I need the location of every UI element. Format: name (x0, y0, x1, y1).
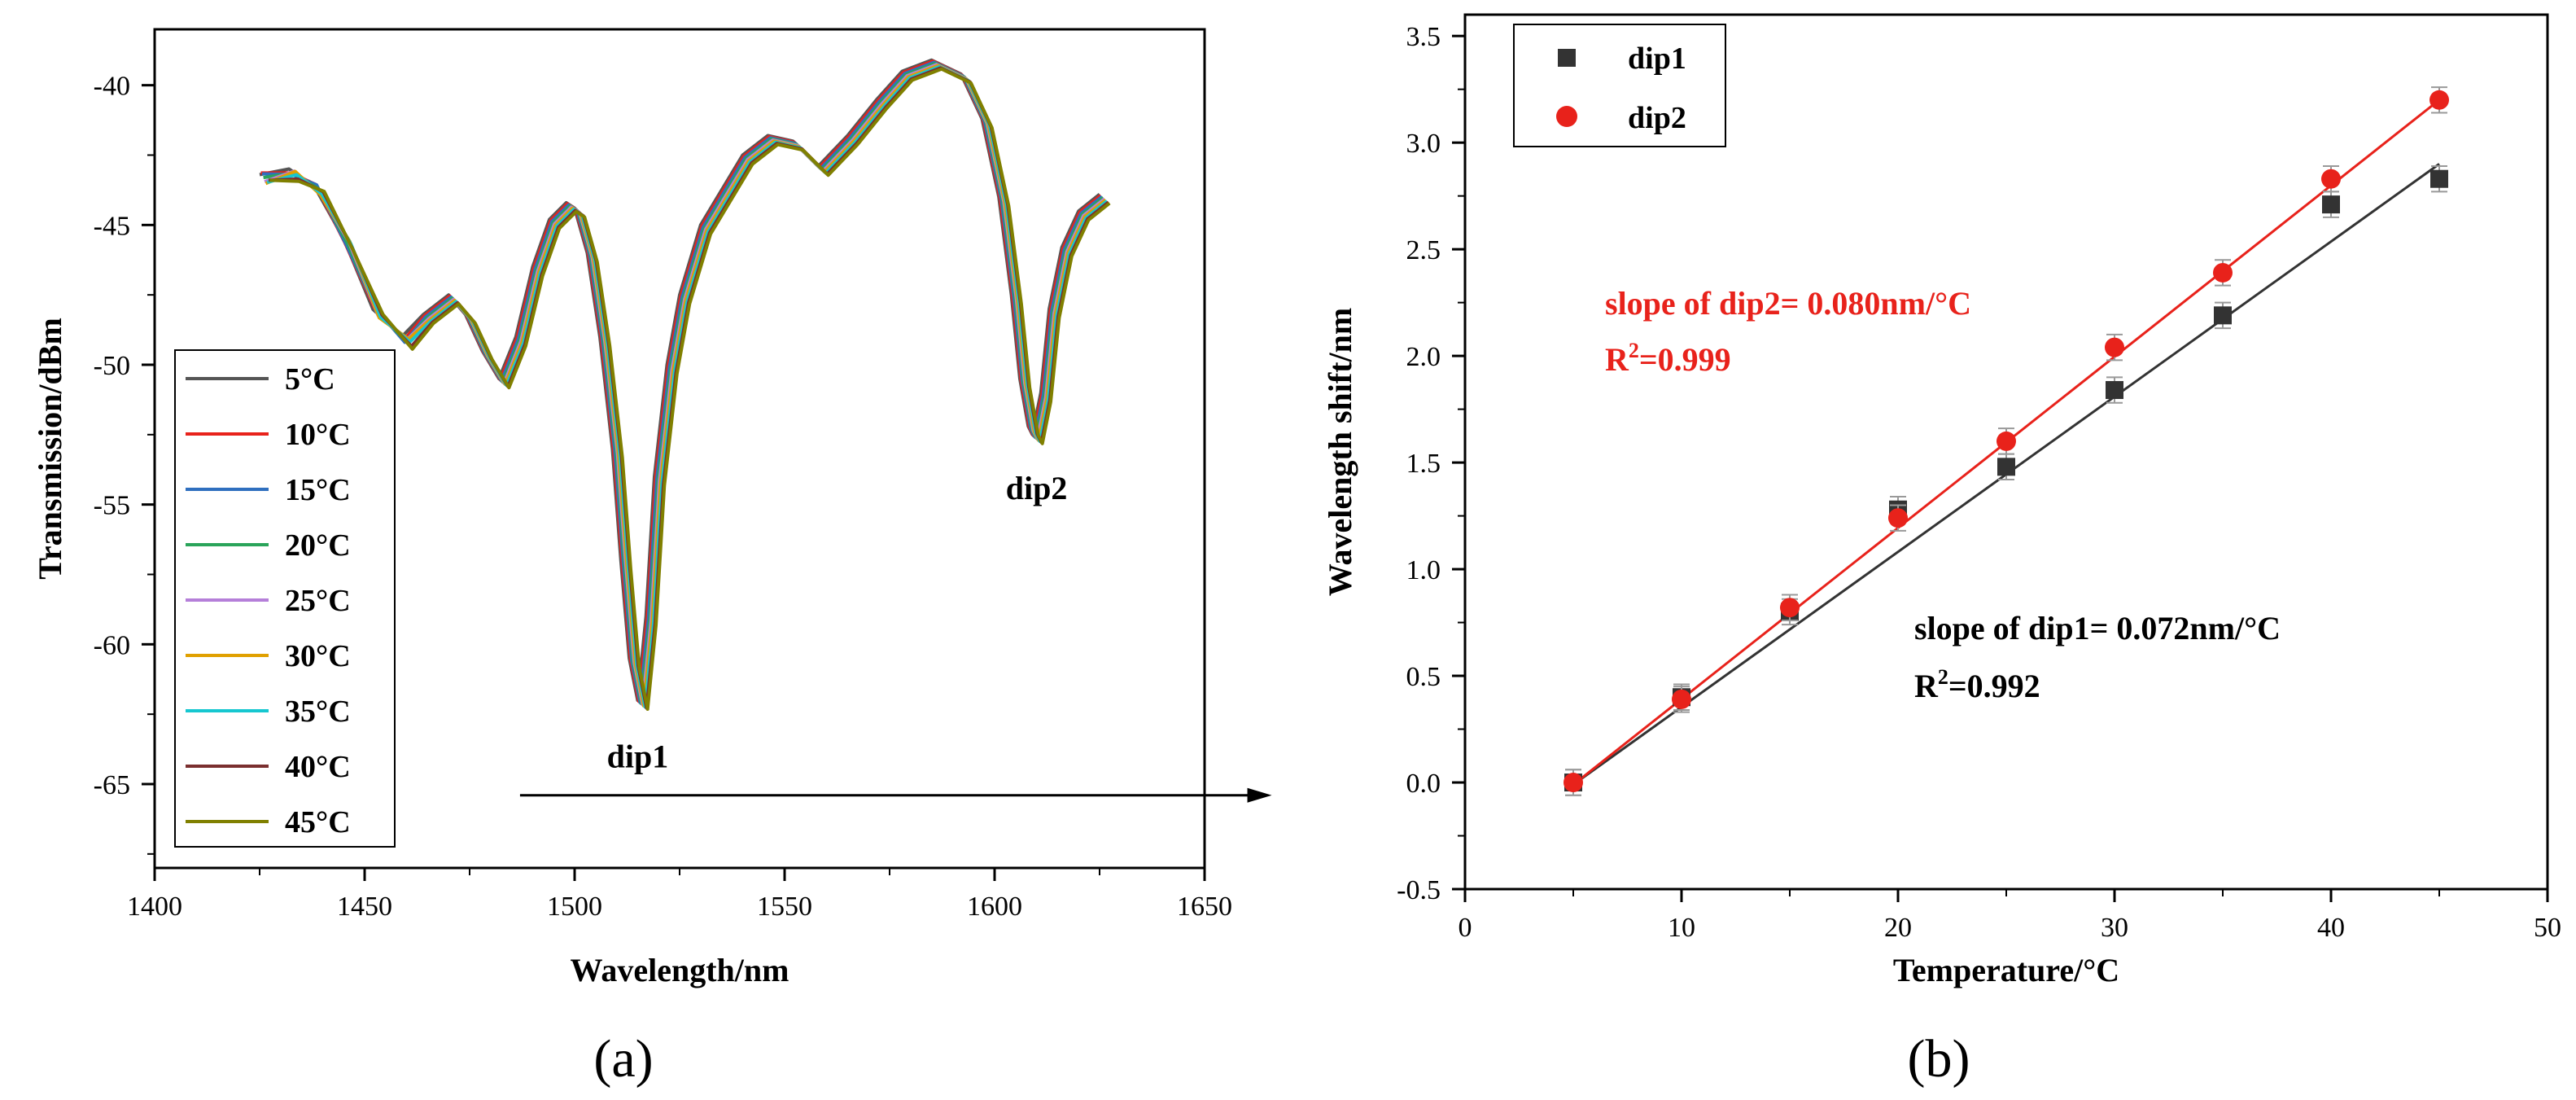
panel-b-legend-box (1513, 24, 1726, 147)
panel-a-y-tick-label: -60 (94, 630, 130, 660)
panel-b-y-tick-label: 3.5 (1406, 22, 1441, 52)
dip2-slope-annotation: slope of dip2= 0.080nm/°C (1605, 285, 1971, 322)
point-dip1 (2106, 381, 2123, 400)
dip1-r2-value: =0.992 (1948, 668, 2040, 704)
panel-a-x-tick-label: 1400 (127, 892, 182, 922)
dip1-r2-label: R (1914, 668, 1939, 704)
legend-dip2-label: dip2 (1628, 101, 1686, 135)
panel-a-x-tick-label: 1550 (757, 892, 812, 922)
legend-label-25C: 25°C (285, 584, 351, 618)
point-dip2 (2213, 262, 2233, 283)
arrow-head (1247, 787, 1272, 803)
panel-b-x-tick-label: 50 (2534, 913, 2561, 943)
panel-b-y-tick-label: 1.0 (1406, 555, 1441, 585)
panel-b-y-tick-label: 2.5 (1406, 235, 1441, 265)
panel-a-y-ticks: -40 -45 -50 -55 -60 -65 (94, 72, 155, 855)
dip2-r2-sup: 2 (1629, 339, 1639, 362)
point-dip2 (2321, 169, 2341, 189)
dip1-r2-sup: 2 (1938, 665, 1948, 689)
panel-b-x-axis-label: Temperature/°C (1893, 952, 2119, 988)
panel-b-y-tick-label: 0.5 (1406, 662, 1441, 692)
point-dip1 (2322, 195, 2340, 214)
legend-label-30C: 30°C (285, 639, 351, 673)
legend-label-15C: 15°C (285, 473, 351, 507)
point-dip2 (1780, 598, 1800, 618)
dip1-label: dip1 (607, 738, 669, 774)
panel-b-y-tick-label: 2.0 (1406, 342, 1441, 372)
panel-a-y-tick-label: -50 (94, 351, 130, 381)
panel-b-x-tick-label: 30 (2101, 913, 2128, 943)
panel-a-x-axis-label: Wavelength/nm (571, 952, 789, 988)
panel-a-chart: 1400 1450 1500 1550 1600 1650 -40 -45 -50 -55 -60… (32, 28, 1272, 988)
dip2-r2-value: =0.999 (1639, 341, 1731, 378)
point-dip1 (1997, 458, 2015, 476)
point-dip1 (2214, 306, 2232, 325)
panel-a-y-tick-label: -65 (94, 770, 130, 800)
panel-b-y-tick-label: 3.0 (1406, 129, 1441, 159)
panel-a-x-tick-label: 1450 (337, 892, 392, 922)
panel-a-x-tick-label: 1500 (547, 892, 602, 922)
panel-a-x-tick-label: 1650 (1177, 892, 1232, 922)
legend-dip1-marker (1558, 49, 1576, 67)
panel-b-points (1564, 86, 2449, 796)
panel-b-y-tick-label: 0.0 (1406, 769, 1441, 799)
transmission-curve-45C (269, 67, 1111, 711)
panel-b-x-tick-label: 0 (1459, 913, 1472, 943)
panel-a-y-tick-label: -40 (94, 72, 130, 102)
point-dip2 (1888, 508, 1908, 528)
shift-direction-arrow (519, 787, 1272, 803)
legend-dip2-marker (1556, 106, 1577, 127)
panel-a-curves (259, 58, 1111, 711)
point-dip2 (2429, 90, 2449, 110)
dip1-r2-annotation: R2=0.992 (1914, 665, 2040, 704)
point-dip2 (1672, 689, 1691, 709)
point-dip2 (2105, 337, 2124, 357)
panel-a-y-tick-label: -45 (94, 211, 130, 241)
panel-b-x-tick-label: 10 (1668, 913, 1695, 943)
dip1-slope-annotation: slope of dip1= 0.072nm/°C (1914, 610, 2281, 646)
dip2-r2-label: R (1605, 341, 1629, 378)
legend-dip1-label: dip1 (1628, 42, 1686, 76)
panel-b-y-tick-label: 1.5 (1406, 449, 1441, 479)
panel-a-x-ticks: 1400 1450 1500 1550 1600 1650 (127, 868, 1232, 922)
panel-b-legend: dip1 dip2 (1513, 24, 1726, 147)
point-dip1 (2430, 169, 2448, 188)
panel-b-y-tick-label: -0.5 (1397, 875, 1441, 905)
panel-b-y-axis-label: Wavelength shift/nm (1322, 308, 1358, 596)
dip2-label: dip2 (1006, 470, 1068, 506)
panel-a-legend: 5°C 10°C 15°C 20°C 25°C 30°C 35°C 40°C 45°C (174, 349, 396, 848)
point-dip2 (1997, 431, 2016, 451)
legend-label-35C: 35°C (285, 695, 351, 729)
panel-b-x-ticks: 0 10 20 30 40 50 (1459, 889, 2561, 943)
panel-a-y-tick-label: -55 (94, 491, 130, 521)
legend-label-20C: 20°C (285, 528, 351, 563)
panel-a-x-tick-label: 1600 (967, 892, 1022, 922)
legend-label-10C: 10°C (285, 418, 351, 452)
panel-b-chart: 0 10 20 30 40 50 -0.5 0.0 0.5 1.0 1.5 2.0 2.5 3.0 3.5… (1322, 13, 2561, 988)
legend-label-5C: 5°C (285, 362, 335, 397)
panel-b-x-tick-label: 40 (2317, 913, 2345, 943)
panel-a-y-axis-label: Transmission/dBm (32, 318, 68, 580)
caption-a: (a) (593, 1029, 653, 1089)
dip2-r2-annotation: R2=0.999 (1605, 339, 1731, 378)
legend-label-45C: 45°C (285, 805, 351, 839)
caption-b: (b) (1908, 1029, 1970, 1089)
legend-label-40C: 40°C (285, 750, 351, 784)
point-dip2 (1564, 773, 1583, 793)
panel-b-y-ticks: -0.5 0.0 0.5 1.0 1.5 2.0 2.5 3.0 3.5 (1397, 22, 1465, 905)
panel-b-x-tick-label: 20 (1884, 913, 1912, 943)
